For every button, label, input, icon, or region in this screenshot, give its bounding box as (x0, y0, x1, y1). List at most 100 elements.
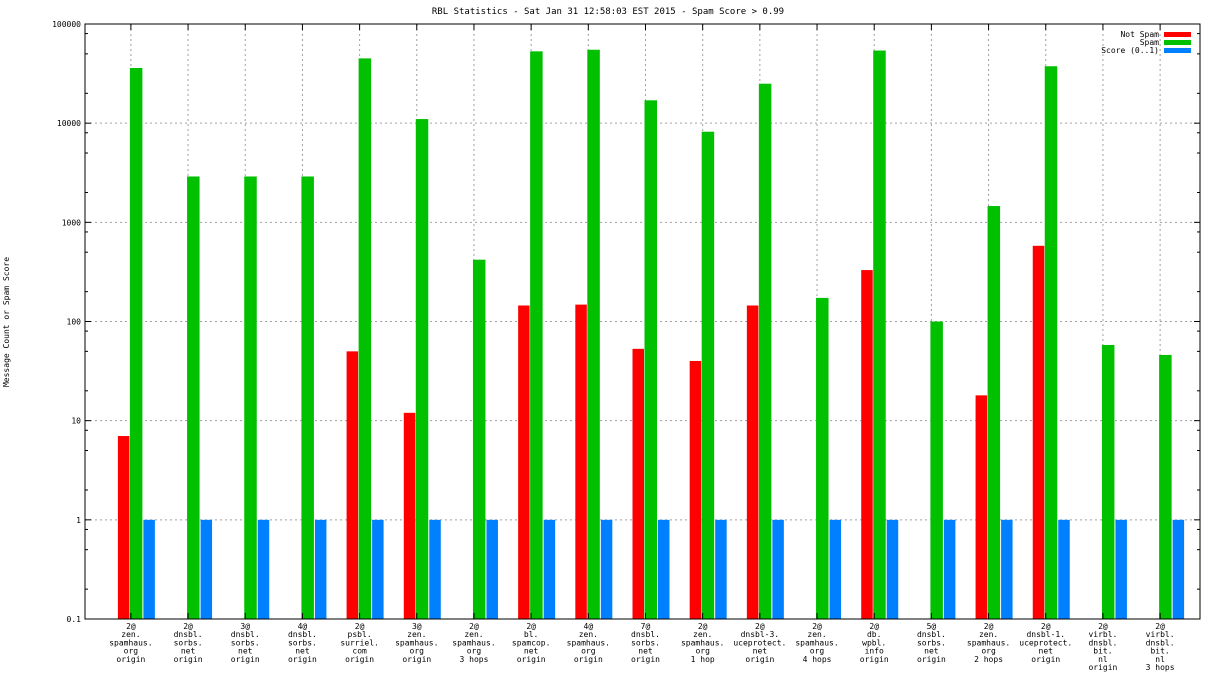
x-tick-label: sorbs. (174, 638, 203, 647)
bar-spam (415, 119, 429, 619)
bar-score-0-1 (1115, 519, 1127, 619)
bar-spam (701, 131, 715, 620)
bar-not-spam (518, 305, 530, 619)
x-tick-label: org (410, 647, 425, 656)
bar-spam (1044, 66, 1058, 620)
x-tick-label: 2@ (869, 622, 879, 631)
x-tick-label: bit. (1150, 647, 1169, 656)
x-tick-label: zen. (464, 630, 483, 639)
bar-score-0-1 (1172, 519, 1185, 619)
bar-score-0-1 (143, 519, 155, 619)
x-tick-label: zen. (121, 630, 140, 639)
x-tick-label: virbl. (1146, 630, 1175, 639)
bar-not-spam (861, 270, 873, 619)
x-axis-ticks: 2@zen.spamhaus.orgorigin2@dnsbl.sorbs.ne… (109, 24, 1175, 672)
x-tick-label: nl (1155, 655, 1165, 664)
bar-not-spam (575, 304, 587, 619)
bar-not-spam (975, 395, 988, 619)
x-tick-label: spamhaus. (681, 638, 724, 647)
bar-spam (758, 83, 772, 619)
bar-spam (530, 51, 543, 619)
x-tick-label: spamhaus. (395, 638, 438, 647)
x-tick-label: sorbs. (631, 638, 660, 647)
x-tick-label: zen. (693, 630, 712, 639)
x-tick-label: 3 hops (460, 655, 489, 664)
x-tick-label: origin (288, 655, 317, 664)
x-tick-label: 3@ (240, 622, 250, 631)
x-tick-label: 2@ (984, 622, 994, 631)
y-tick-label: 100 (67, 318, 82, 327)
bar-score-0-1 (314, 519, 327, 619)
bar-spam (987, 206, 1001, 619)
x-tick-label: sorbs. (917, 638, 946, 647)
x-tick-label: org (695, 647, 710, 656)
x-tick-label: origin (116, 655, 145, 664)
bars (117, 49, 1185, 620)
bar-spam (1159, 354, 1172, 619)
x-tick-label: nl (1098, 655, 1108, 664)
x-tick-label: spamhaus. (795, 638, 838, 647)
legend-swatch (1164, 32, 1191, 37)
bar-spam (301, 176, 314, 619)
x-tick-label: origin (402, 655, 431, 664)
bar-not-spam (746, 305, 759, 619)
x-tick-label: 2@ (183, 622, 193, 631)
x-tick-label: 2@ (1155, 622, 1165, 631)
x-tick-label: zen. (407, 630, 426, 639)
x-tick-label: net (753, 647, 768, 656)
x-tick-label: com (352, 647, 367, 656)
x-tick-label: origin (231, 655, 260, 664)
x-tick-label: 3 hops (1146, 663, 1175, 672)
x-tick-label: origin (745, 655, 774, 664)
x-tick-label: spamhaus. (452, 638, 495, 647)
x-tick-label: 2@ (812, 622, 822, 631)
y-tick-label: 10000 (57, 119, 81, 128)
legend-swatch (1164, 48, 1191, 53)
bar-score-0-1 (543, 519, 556, 619)
x-tick-label: origin (345, 655, 374, 664)
x-tick-label: zen. (807, 630, 826, 639)
x-tick-label: origin (860, 655, 889, 664)
bar-spam (129, 68, 143, 619)
bar-not-spam (403, 412, 416, 619)
bar-score-0-1 (715, 519, 727, 619)
bar-spam (587, 49, 600, 619)
bar-not-spam (346, 351, 359, 619)
x-tick-label: dnsbl. (1088, 638, 1117, 647)
x-tick-label: sorbs. (231, 638, 260, 647)
x-tick-label: uceprotect. (733, 638, 786, 647)
bar-not-spam (117, 436, 130, 619)
x-tick-label: 2 hops (974, 655, 1003, 664)
x-tick-label: dnsbl. (288, 630, 317, 639)
x-tick-label: net (638, 647, 653, 656)
x-tick-label: 2@ (698, 622, 708, 631)
bar-score-0-1 (772, 519, 784, 619)
y-axis-label: Message Count or Spam Score (2, 257, 11, 387)
bar-score-0-1 (486, 519, 498, 619)
x-tick-label: 2@ (1041, 622, 1051, 631)
bar-score-0-1 (257, 519, 270, 619)
y-tick-label: 100000 (52, 20, 81, 29)
y-tick-label: 10 (71, 417, 81, 426)
x-tick-label: spamhaus. (967, 638, 1010, 647)
x-tick-label: 5@ (927, 622, 937, 631)
bar-not-spam (632, 348, 644, 619)
x-tick-label: dnsbl. (631, 630, 660, 639)
x-tick-label: virbl. (1088, 630, 1117, 639)
x-tick-label: zen. (579, 630, 598, 639)
bar-score-0-1 (829, 519, 842, 619)
bar-spam (644, 100, 657, 619)
x-tick-label: org (981, 647, 996, 656)
x-tick-label: psbl. (348, 630, 372, 639)
legend-swatch (1164, 40, 1191, 45)
bar-not-spam (1032, 245, 1045, 619)
x-tick-label: db. (867, 630, 881, 639)
bar-spam (873, 50, 886, 620)
x-tick-label: origin (917, 655, 946, 664)
bar-score-0-1 (943, 519, 956, 619)
x-tick-label: 3@ (412, 622, 422, 631)
x-tick-label: net (295, 647, 310, 656)
x-tick-label: dnsbl. (231, 630, 260, 639)
bar-score-0-1 (429, 519, 441, 619)
